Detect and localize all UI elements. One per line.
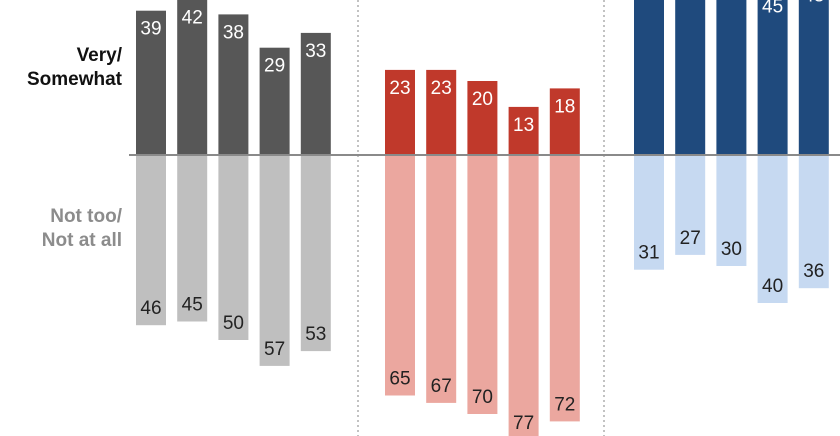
- bar-very-somewhat: [798, 0, 829, 156]
- data-label-very-somewhat: 45: [762, 0, 783, 18]
- bar-not-too-not-at-all: [300, 155, 331, 352]
- data-label-very-somewhat: 23: [431, 78, 452, 99]
- bar-not-too-not-at-all: [634, 155, 664, 270]
- data-label-very-somewhat: 20: [472, 89, 493, 110]
- data-label-very-somewhat: 38: [223, 22, 244, 43]
- very-somewhat-label-line-2: Somewhat: [26, 69, 122, 90]
- bar-very-somewhat: [508, 106, 539, 155]
- not-too-label-line-2: Not at all: [41, 230, 122, 251]
- data-label-very-somewhat: 33: [305, 41, 326, 62]
- bar-very-somewhat: [716, 0, 747, 155]
- bar-not-too-not-at-all: [508, 155, 539, 436]
- bar-not-too-not-at-all: [549, 155, 580, 422]
- bar-not-too-not-at-all: [385, 155, 415, 396]
- bar-very-somewhat: [259, 47, 290, 156]
- data-label-very-somewhat: 13: [513, 115, 534, 136]
- bar-not-too-not-at-all: [218, 155, 249, 340]
- bar-very-somewhat: [177, 0, 208, 155]
- very-somewhat-label-line-1: Very/: [76, 45, 122, 66]
- data-label-not-too-not-at-all: 46: [140, 298, 161, 319]
- data-label-not-too-not-at-all: 65: [389, 369, 410, 390]
- bar-not-too-not-at-all: [426, 155, 457, 403]
- very-somewhat-label: Very/ Somewhat: [27, 44, 122, 92]
- bar-very-somewhat: [675, 0, 706, 155]
- data-label-very-somewhat: 23: [389, 78, 410, 99]
- data-label-very-somewhat: 39: [140, 19, 161, 40]
- bar-not-too-not-at-all: [716, 155, 747, 266]
- data-label-not-too-not-at-all: 27: [680, 228, 701, 249]
- bar-not-too-not-at-all: [467, 155, 498, 414]
- bar-very-somewhat: [136, 10, 166, 156]
- bar-very-somewhat: [300, 32, 331, 155]
- bar-not-too-not-at-all: [136, 155, 166, 326]
- bar-very-somewhat: [634, 0, 664, 155]
- data-label-very-somewhat: 48: [803, 0, 824, 6]
- bar-very-somewhat: [757, 0, 788, 155]
- data-label-not-too-not-at-all: 30: [721, 239, 742, 260]
- bar-very-somewhat: [426, 69, 457, 155]
- bar-not-too-not-at-all: [675, 155, 706, 255]
- bar-very-somewhat: [467, 81, 498, 155]
- bar-not-too-not-at-all: [177, 155, 208, 322]
- bar-not-too-not-at-all: [259, 155, 290, 366]
- data-label-not-too-not-at-all: 40: [762, 276, 783, 297]
- data-label-not-too-not-at-all: 77: [513, 413, 534, 434]
- data-label-not-too-not-at-all: 50: [223, 313, 244, 334]
- bar-not-too-not-at-all: [798, 155, 829, 289]
- bar-very-somewhat: [549, 88, 580, 155]
- data-label-not-too-not-at-all: 31: [638, 243, 659, 264]
- not-too-not-at-all-label: Not too/ Not at all: [42, 205, 122, 253]
- data-label-very-somewhat: 29: [264, 56, 285, 77]
- data-label-not-too-not-at-all: 57: [264, 339, 285, 360]
- data-label-not-too-not-at-all: 53: [305, 324, 326, 345]
- bar-very-somewhat: [218, 14, 249, 156]
- data-label-not-too-not-at-all: 72: [554, 394, 575, 415]
- not-too-label-line-1: Not too/: [50, 206, 122, 227]
- bar-very-somewhat: [385, 69, 415, 155]
- data-label-not-too-not-at-all: 67: [431, 376, 452, 397]
- data-label-very-somewhat: 42: [182, 8, 203, 29]
- bar-not-too-not-at-all: [757, 155, 788, 303]
- data-label-very-somewhat: 18: [554, 96, 575, 117]
- data-label-not-too-not-at-all: 36: [803, 261, 824, 282]
- data-label-not-too-not-at-all: 70: [472, 387, 493, 408]
- data-label-not-too-not-at-all: 45: [182, 295, 203, 316]
